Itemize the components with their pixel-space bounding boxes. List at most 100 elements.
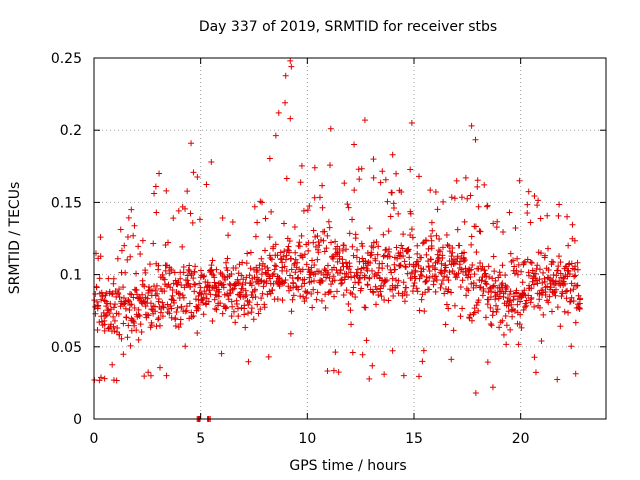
data-point bbox=[537, 250, 544, 257]
data-point bbox=[475, 203, 482, 210]
data-point bbox=[390, 204, 397, 211]
data-point bbox=[482, 314, 489, 321]
data-point bbox=[120, 295, 127, 302]
data-point bbox=[140, 298, 147, 305]
data-point bbox=[439, 244, 446, 251]
data-point bbox=[200, 294, 207, 301]
data-point bbox=[398, 188, 405, 195]
data-point bbox=[402, 263, 409, 270]
data-point bbox=[324, 367, 331, 374]
data-point bbox=[101, 375, 108, 382]
data-point bbox=[360, 264, 367, 271]
data-point bbox=[187, 210, 194, 217]
data-point bbox=[420, 266, 427, 273]
data-point bbox=[370, 239, 377, 246]
data-point bbox=[336, 246, 343, 253]
data-point bbox=[418, 296, 425, 303]
data-point bbox=[545, 266, 552, 273]
data-point bbox=[499, 317, 506, 324]
data-point bbox=[513, 267, 520, 274]
data-point bbox=[381, 371, 388, 378]
data-point bbox=[280, 280, 287, 287]
data-point bbox=[296, 243, 303, 250]
data-point bbox=[188, 309, 195, 316]
data-point bbox=[411, 280, 418, 287]
data-point bbox=[437, 284, 444, 291]
data-point bbox=[212, 291, 219, 298]
data-point bbox=[471, 309, 478, 316]
data-point bbox=[285, 247, 292, 254]
data-point bbox=[472, 223, 479, 230]
data-point bbox=[332, 349, 339, 356]
data-point bbox=[216, 288, 223, 295]
axis-ticks bbox=[93, 57, 606, 420]
data-point bbox=[324, 271, 331, 278]
data-point bbox=[103, 303, 110, 310]
data-point bbox=[394, 255, 401, 262]
data-point bbox=[252, 233, 259, 240]
data-point bbox=[389, 275, 396, 282]
data-point bbox=[407, 210, 414, 217]
data-point bbox=[549, 277, 556, 284]
data-point bbox=[462, 174, 469, 181]
data-point bbox=[442, 267, 449, 274]
data-point bbox=[267, 290, 274, 297]
data-point bbox=[94, 326, 101, 333]
data-point bbox=[153, 209, 160, 216]
data-point bbox=[98, 289, 105, 296]
data-point bbox=[179, 292, 186, 299]
data-point bbox=[379, 168, 386, 175]
data-point bbox=[175, 290, 182, 297]
data-point bbox=[288, 63, 295, 70]
data-point bbox=[488, 322, 495, 329]
data-point bbox=[258, 199, 265, 206]
data-point bbox=[438, 281, 445, 288]
data-point bbox=[542, 289, 549, 296]
data-point bbox=[330, 255, 337, 262]
y-tick-label: 0.2 bbox=[60, 123, 82, 139]
data-point bbox=[445, 243, 452, 250]
data-point bbox=[168, 305, 175, 312]
data-point bbox=[364, 282, 371, 289]
data-point bbox=[232, 319, 239, 326]
data-point bbox=[311, 262, 318, 269]
data-point bbox=[323, 274, 330, 281]
data-point bbox=[468, 241, 475, 248]
data-point bbox=[203, 181, 210, 188]
x-tick-label: 0 bbox=[90, 431, 99, 447]
data-point bbox=[489, 384, 496, 391]
data-point bbox=[366, 225, 373, 232]
data-point bbox=[574, 259, 581, 266]
data-point bbox=[137, 321, 144, 328]
data-point bbox=[289, 296, 296, 303]
data-point bbox=[487, 304, 494, 311]
data-point bbox=[163, 187, 170, 194]
data-point bbox=[98, 296, 105, 303]
data-point bbox=[155, 295, 162, 302]
data-point bbox=[299, 266, 306, 273]
data-point bbox=[139, 237, 146, 244]
data-point bbox=[568, 280, 575, 287]
data-point bbox=[265, 353, 272, 360]
data-point bbox=[481, 267, 488, 274]
data-point bbox=[524, 256, 531, 263]
data-point bbox=[395, 277, 402, 284]
data-point bbox=[284, 246, 291, 253]
data-point bbox=[120, 320, 127, 327]
data-point bbox=[186, 262, 193, 269]
data-point bbox=[533, 277, 540, 284]
data-point bbox=[334, 288, 341, 295]
data-point bbox=[261, 247, 268, 254]
data-point bbox=[159, 299, 166, 306]
data-point bbox=[187, 283, 194, 290]
data-point bbox=[482, 280, 489, 287]
data-point bbox=[474, 177, 481, 184]
data-point bbox=[180, 263, 187, 270]
data-point bbox=[403, 292, 410, 299]
data-point bbox=[311, 194, 318, 201]
data-point bbox=[362, 304, 369, 311]
data-point bbox=[373, 238, 380, 245]
data-point bbox=[128, 301, 135, 308]
data-point bbox=[408, 226, 415, 233]
data-point bbox=[137, 250, 144, 257]
